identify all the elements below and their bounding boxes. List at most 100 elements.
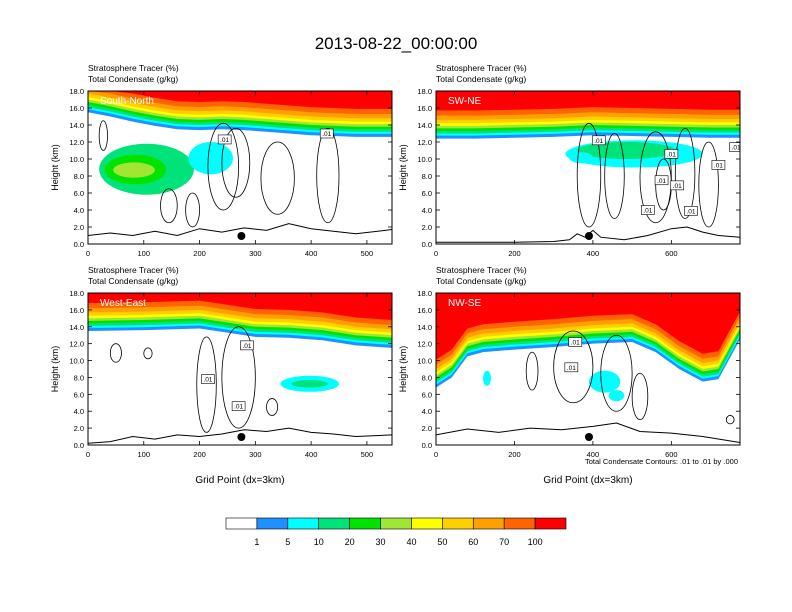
x-tick-label: 200 [508, 450, 521, 459]
colorbar-label: 40 [406, 537, 416, 547]
x-tick-label: 100 [138, 450, 151, 459]
contour-label-box [670, 180, 685, 191]
colorbar-swatch [287, 517, 320, 530]
x-tick-label: 200 [193, 450, 206, 459]
panel-label: NW-SE [448, 298, 481, 309]
x-tick-label: 0 [86, 450, 90, 459]
plot-area: .01 .01 NW-SE [436, 293, 740, 445]
y-tick-label: 8.0 [422, 172, 432, 181]
contour-label: .01 [594, 138, 603, 145]
y-axis-label: Height (km) [50, 144, 60, 191]
contour-label-box [664, 149, 679, 159]
y-tick-label: 12.0 [69, 340, 84, 349]
x-tick-label: 400 [305, 249, 318, 258]
y-tick-label: 2.0 [422, 223, 432, 232]
terrain-line [436, 422, 740, 443]
x-tick-label: 400 [587, 450, 600, 459]
colorbar-label: 10 [314, 537, 324, 547]
condensate-contour [221, 326, 256, 429]
condensate-contour [221, 127, 251, 198]
condensate-contour [196, 336, 217, 433]
y-tick-label: 4.0 [74, 407, 84, 416]
panel-subtitle: Total Condensate (g/kg) [88, 74, 178, 84]
location-dot [584, 232, 593, 240]
condensate-contour [631, 372, 649, 421]
tracer-blob [188, 142, 234, 175]
x-tick-label: 500 [361, 249, 374, 258]
colorbar-label: 60 [468, 537, 478, 547]
location-dot [237, 232, 246, 240]
condensate-contour [98, 120, 108, 151]
contour-label-box [231, 401, 246, 411]
x-tick-label: 400 [587, 249, 600, 258]
x-tick-label: 100 [138, 249, 151, 258]
colorbar-label: 5 [285, 537, 290, 547]
contour-label-box [591, 135, 606, 146]
y-tick-label: 6.0 [74, 189, 84, 198]
y-tick-label: 2.0 [74, 424, 84, 433]
contour-label-box [240, 340, 254, 351]
y-tick-label: 14.0 [69, 323, 84, 332]
y-tick-label: 6.0 [74, 390, 84, 399]
y-tick-label: 14.0 [69, 121, 84, 130]
condensate-contour [143, 347, 153, 360]
y-tick-label: 16.0 [417, 104, 432, 113]
panel-label: SW-NE [448, 96, 481, 107]
colorbar-swatch [442, 517, 474, 530]
plot-frame [435, 90, 741, 245]
colorbar-swatch [349, 517, 381, 530]
y-tick-label: 12.0 [417, 138, 432, 147]
colorbar-swatch [318, 517, 350, 530]
y-tick-label: 18.0 [69, 289, 84, 298]
colorbar-swatch [380, 517, 412, 530]
colorbar-label: 1 [254, 537, 259, 547]
tracer-blob [483, 370, 491, 386]
y-tick-label: 14.0 [417, 323, 432, 332]
contour-label: .01 [203, 377, 212, 384]
x-tick-label: 600 [665, 450, 678, 459]
panel-subtitle: Total Condensate (g/kg) [88, 276, 178, 286]
condensate-contour [525, 351, 539, 391]
y-tick-label: 4.0 [422, 206, 432, 215]
y-tick-label: 0.0 [74, 441, 84, 450]
x-tick-label: 400 [305, 450, 318, 459]
figure-title: 2013-08-22_00:00:00 [315, 34, 478, 53]
contour-label-box [564, 362, 579, 373]
y-tick-label: 2.0 [422, 424, 432, 433]
y-tick-label: 12.0 [69, 138, 84, 147]
contour-label: .01 [322, 131, 331, 138]
contour-label: .01 [220, 137, 229, 144]
contour-label-box [729, 142, 740, 152]
contour-label-box [684, 206, 698, 216]
colorbar-swatch [225, 517, 258, 530]
contour-label-box [641, 205, 655, 215]
colorbar-swatch [534, 517, 567, 530]
condensate-contour [698, 141, 719, 228]
y-tick-label: 10.0 [417, 155, 432, 164]
y-tick-label: 10.0 [417, 357, 432, 366]
y-tick-label: 4.0 [74, 206, 84, 215]
colorbar-label: 50 [437, 537, 447, 547]
plot-frame [435, 292, 741, 446]
tracer-band [88, 293, 392, 321]
contour-label: .01 [686, 208, 695, 215]
y-tick-label: 18.0 [417, 87, 432, 96]
condensate-contour [266, 398, 279, 416]
location-dot [584, 433, 593, 441]
panel-subtitle: Total Condensate (g/kg) [436, 74, 526, 84]
plot-area: .01 .01 .01 .01 .01 .01 .01 .01 SW-NE [436, 91, 740, 244]
y-tick-label: 2.0 [74, 223, 84, 232]
colorbar-swatch [256, 517, 289, 530]
tracer-band [88, 91, 392, 109]
contour-label: .01 [571, 339, 580, 346]
condensate-contour [604, 133, 625, 219]
y-tick-label: 16.0 [417, 306, 432, 315]
x-tick-label: 200 [193, 249, 206, 258]
y-tick-label: 0.0 [422, 441, 432, 450]
colorbar-swatch [472, 517, 505, 530]
y-tick-label: 0.0 [74, 240, 84, 249]
x-axis-label: Grid Point (dx=3km) [195, 475, 284, 486]
condensate-contour [600, 334, 633, 412]
contour-label: .01 [242, 343, 251, 350]
